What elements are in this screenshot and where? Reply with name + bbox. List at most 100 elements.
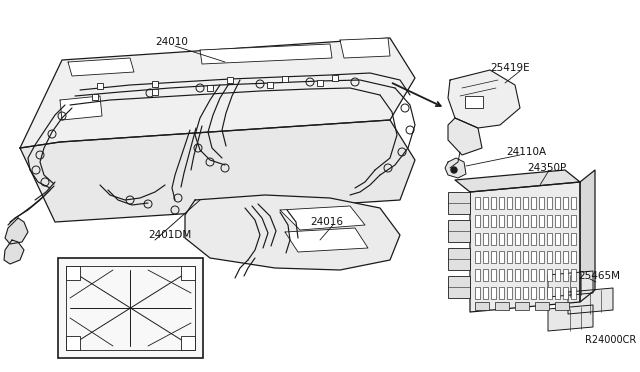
Bar [555,287,560,299]
Bar [523,233,528,245]
Bar [282,76,288,82]
Polygon shape [20,120,415,222]
Bar [475,287,480,299]
Text: 2401DM: 2401DM [148,230,191,240]
Bar [152,81,158,87]
Bar [531,233,536,245]
Bar [66,266,80,280]
Bar [523,251,528,263]
Bar [571,287,576,299]
Polygon shape [68,58,134,76]
Bar [507,251,512,263]
Bar [499,251,504,263]
Bar [475,269,480,281]
Bar [515,287,520,299]
Circle shape [451,167,457,173]
Bar [317,80,323,86]
Bar [555,197,560,209]
Polygon shape [185,195,400,270]
Text: 25465M: 25465M [578,271,620,281]
Bar [207,85,213,91]
Bar [483,287,488,299]
Bar [547,233,552,245]
Bar [555,302,569,310]
Bar [475,215,480,227]
Polygon shape [285,228,368,252]
Bar [523,269,528,281]
Bar [539,197,544,209]
Bar [547,215,552,227]
Bar [499,269,504,281]
Polygon shape [4,240,24,264]
Bar [515,269,520,281]
Bar [507,197,512,209]
Bar [547,251,552,263]
Polygon shape [548,271,593,297]
Bar [547,287,552,299]
Bar [547,197,552,209]
Polygon shape [548,305,593,331]
Text: 24010: 24010 [155,37,188,47]
Bar [571,233,576,245]
Bar [539,233,544,245]
Polygon shape [200,44,332,64]
Bar [531,269,536,281]
Bar [267,82,273,88]
Bar [515,215,520,227]
Bar [495,302,509,310]
Bar [66,336,80,350]
Bar [571,215,576,227]
Bar [491,197,496,209]
Polygon shape [448,70,520,128]
Bar [563,269,568,281]
Bar [563,233,568,245]
Bar [475,233,480,245]
Polygon shape [20,38,415,148]
Bar [448,220,470,242]
Text: 24110A: 24110A [506,147,546,157]
Polygon shape [470,182,580,312]
Bar [535,302,549,310]
Bar [448,248,470,270]
Bar [515,197,520,209]
Bar [499,215,504,227]
Text: 25419E: 25419E [490,63,530,73]
Bar [555,215,560,227]
Polygon shape [5,218,28,244]
Bar [507,269,512,281]
Bar [475,251,480,263]
Bar [563,197,568,209]
Bar [499,233,504,245]
Bar [555,269,560,281]
Bar [563,215,568,227]
Bar [531,215,536,227]
Bar [571,251,576,263]
Bar [465,96,483,108]
Bar [571,197,576,209]
Bar [475,197,480,209]
Polygon shape [455,170,580,192]
Bar [491,251,496,263]
Bar [539,269,544,281]
Bar [483,269,488,281]
Bar [555,233,560,245]
Bar [448,276,470,298]
Polygon shape [280,206,365,230]
Bar [523,197,528,209]
Bar [491,287,496,299]
Bar [499,287,504,299]
Bar [547,269,552,281]
Bar [515,251,520,263]
Bar [227,77,233,83]
Bar [97,83,103,89]
Bar [515,233,520,245]
Bar [92,94,98,100]
Bar [563,251,568,263]
Bar [475,302,489,310]
Polygon shape [568,288,613,314]
Bar [507,215,512,227]
Bar [539,215,544,227]
Bar [531,251,536,263]
Bar [58,258,203,358]
Bar [523,287,528,299]
